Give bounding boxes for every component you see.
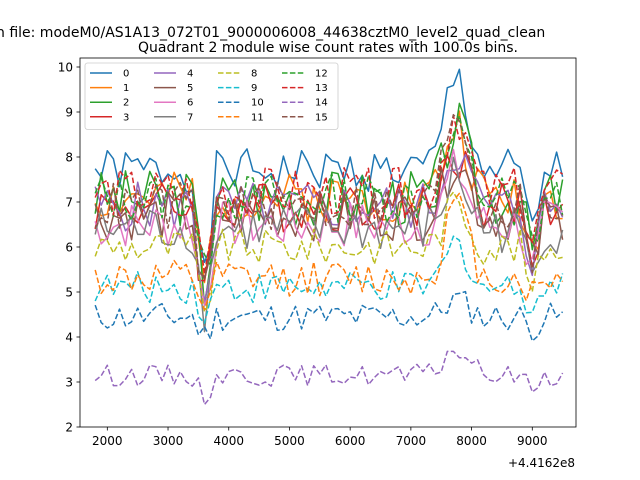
series-line-9 (94, 235, 564, 324)
series-line-11 (94, 192, 564, 311)
x-axis: 2000 3000 4000 5000 6000 7000 8000 9000 (92, 427, 548, 448)
x-tick-label: 7000 (396, 434, 427, 448)
x-offset-text: +4.4162e8 (508, 456, 575, 470)
y-tick-label: 6 (65, 241, 73, 255)
chart-title: Quadrant 2 module wise count rates with … (138, 40, 518, 56)
series-line-7 (94, 156, 564, 333)
legend-label-4: 4 (187, 69, 193, 80)
y-tick-label: 3 (65, 376, 73, 390)
legend-label-5: 5 (187, 83, 193, 94)
legend-label-14: 14 (315, 98, 328, 109)
y-axis: 2 3 4 5 6 7 8 9 10 (58, 61, 80, 435)
series-line-15 (94, 113, 564, 278)
x-tick-label: 4000 (213, 434, 244, 448)
series-line-14 (94, 350, 564, 406)
series-line-12 (94, 115, 564, 267)
series-line-8 (94, 191, 563, 313)
legend-label-6: 6 (187, 98, 193, 109)
x-tick-label: 5000 (274, 434, 305, 448)
y-tick-label: 4 (65, 331, 73, 345)
plot-lines (94, 68, 564, 406)
legend-label-10: 10 (251, 98, 264, 109)
x-tick-label: 6000 (335, 434, 366, 448)
x-tick-label: 9000 (517, 434, 548, 448)
series-line-10 (94, 290, 564, 342)
y-tick-label: 5 (65, 286, 73, 300)
legend-label-9: 9 (251, 83, 257, 94)
plot-area-border (79, 57, 577, 428)
x-tick-label: 2000 (92, 434, 123, 448)
figure-suptitle: n file: modeM0/AS1A13_072T01_9000006008_… (0, 25, 545, 41)
y-tick-label: 7 (65, 196, 73, 210)
y-tick-label: 9 (65, 106, 73, 120)
legend-box (84, 62, 339, 130)
legend-label-11: 11 (251, 112, 264, 123)
legend-label-7: 7 (187, 112, 193, 123)
legend-label-8: 8 (251, 69, 257, 80)
x-tick-label: 8000 (456, 434, 487, 448)
y-tick-label: 8 (65, 151, 73, 165)
legend-label-1: 1 (123, 83, 129, 94)
axes-frame (79, 57, 577, 428)
legend-label-15: 15 (315, 112, 328, 123)
legend-label-2: 2 (123, 98, 129, 109)
legend-label-0: 0 (123, 69, 129, 80)
y-tick-label: 2 (65, 421, 73, 435)
legend-label-3: 3 (123, 112, 129, 123)
legend-label-13: 13 (315, 83, 328, 94)
series-line-4 (94, 153, 564, 303)
legend-label-12: 12 (315, 69, 328, 80)
x-tick-label: 3000 (153, 434, 184, 448)
y-tick-label: 10 (58, 61, 73, 75)
